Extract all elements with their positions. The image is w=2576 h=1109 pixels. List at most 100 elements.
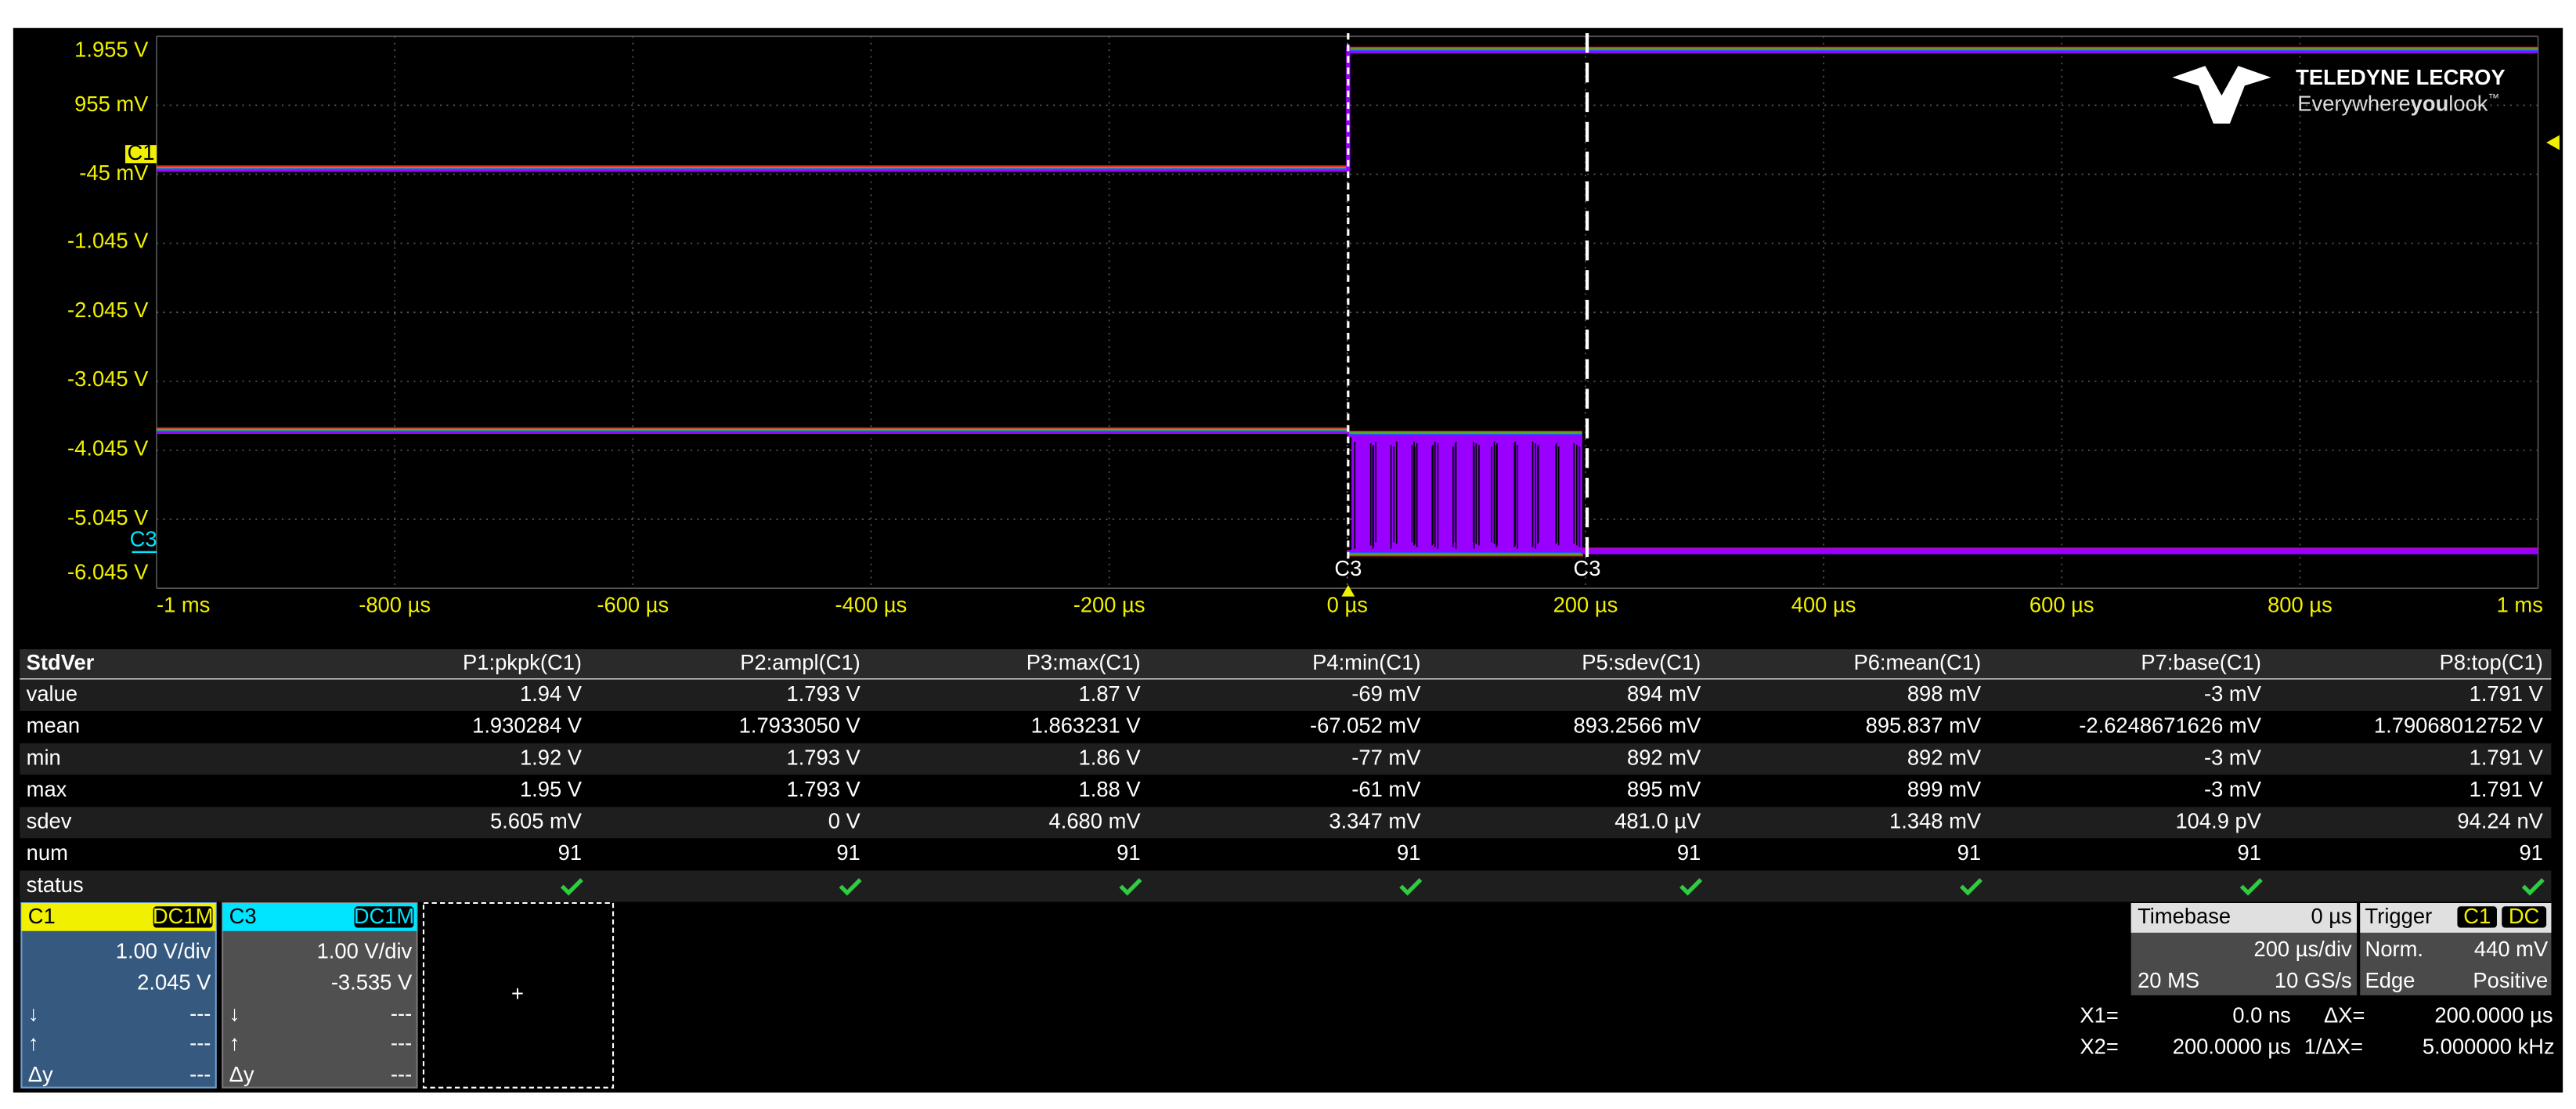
table-header: P8:top(C1) — [2440, 650, 2543, 674]
y-axis-label: -3.045 V — [67, 367, 149, 391]
cursor-readout-value: 5.000000 kHz — [2423, 1034, 2555, 1058]
table-cell: -3 mV — [2204, 777, 2262, 801]
table-cell: -2.6248671626 mV — [2079, 713, 2261, 738]
channel-name: C3 — [229, 904, 257, 928]
y-axis-label: -45 mV — [79, 161, 149, 185]
trigger-slope: Positive — [2473, 968, 2548, 992]
x-axis-label: -600 µs — [597, 592, 669, 616]
x-axis-label: -800 µs — [359, 592, 431, 616]
cursor-label: C3 — [1334, 556, 1362, 580]
c1-marker-box — [124, 145, 157, 164]
table-header: P7:base(C1) — [2141, 650, 2261, 674]
channel-coupling: DC1M — [354, 904, 415, 928]
channel-coupling: DC1M — [153, 904, 214, 928]
x-axis-label: 200 µs — [1553, 592, 1618, 616]
channel-offset: 2.045 V — [137, 970, 211, 994]
cursor-readout-label: ΔX= — [2324, 1002, 2365, 1027]
x-axis-label: -400 µs — [835, 592, 907, 616]
channel-name: C1 — [28, 904, 56, 928]
table-cell: 1.92 V — [520, 745, 583, 769]
logo-tagline-part: look — [2448, 92, 2488, 116]
table-cell: -61 mV — [1351, 777, 1421, 801]
table-row-bg — [20, 838, 2552, 870]
channel-param-value: --- — [391, 1001, 412, 1025]
table-cell: 1.95 V — [520, 777, 583, 801]
table-cell: 1.863231 V — [1031, 713, 1142, 738]
channel-param-value: --- — [391, 1062, 412, 1086]
trigger-position-marker — [1341, 584, 1355, 597]
y-axis-label: 955 mV — [74, 92, 149, 116]
channel-box[interactable] — [20, 901, 217, 1089]
logo-tagline-part: ™ — [2488, 92, 2499, 105]
table-header: P5:sdev(C1) — [1582, 650, 1701, 674]
trigger-source: C1 — [2463, 904, 2491, 928]
cursor-readout-label: X1= — [2080, 1002, 2118, 1027]
cursor-readout-value: 200.0000 µs — [2173, 1034, 2291, 1058]
table-cell: 1.791 V — [2470, 681, 2544, 706]
cursor-readout-label: 1/ΔX= — [2304, 1034, 2363, 1058]
x-axis-label: 0 µs — [1327, 592, 1368, 616]
table-cell: 1.86 V — [1079, 745, 1142, 769]
table-row-bg — [20, 807, 2552, 839]
x-axis-label: -1 ms — [157, 592, 210, 616]
x-axis-label: 1 ms — [2497, 592, 2543, 616]
table-row-label: mean — [27, 713, 80, 738]
table-cell: 1.791 V — [2470, 777, 2544, 801]
table-cell: 0 V — [828, 809, 861, 833]
logo-tagline-part: you — [2411, 92, 2449, 116]
table-cell: 91 — [1397, 840, 1420, 865]
table-cell: 91 — [836, 840, 860, 865]
table-cell: 1.791 V — [2470, 745, 2544, 769]
trigger-type: Edge — [2365, 968, 2415, 992]
table-header: P1:pkpk(C1) — [463, 650, 582, 674]
table-cell: 1.348 mV — [1889, 809, 1982, 833]
channel-box[interactable] — [222, 901, 418, 1089]
channel-param-value: --- — [189, 1001, 211, 1025]
table-cell: 893.2566 mV — [1574, 713, 1701, 738]
channel-param-value: --- — [391, 1031, 412, 1055]
table-cell: 1.793 V — [786, 777, 860, 801]
status-check — [560, 878, 583, 896]
table-cell: 481.0 µV — [1615, 809, 1701, 833]
trigger-level-marker — [2546, 135, 2560, 150]
table-cell: 1.793 V — [786, 681, 860, 706]
y-axis-label: -6.045 V — [67, 559, 149, 583]
timebase-header — [2130, 902, 2358, 933]
cursor-label: C3 — [1574, 556, 1601, 580]
channel-param-value: --- — [189, 1031, 211, 1055]
add-channel-box[interactable] — [422, 901, 615, 1089]
table-cell: 895 mV — [1627, 777, 1701, 801]
table-cell: 4.680 mV — [1049, 809, 1142, 833]
table-row-label: value — [27, 681, 78, 706]
table-cell: 1.793 V — [786, 745, 860, 769]
timebase-memory: 20 MS — [2138, 968, 2199, 992]
add-channel-button: + — [511, 981, 524, 1006]
trace-c3 — [156, 432, 1582, 438]
x-axis-label: -200 µs — [1073, 592, 1145, 616]
table-cell: -3 mV — [2204, 745, 2262, 769]
table-row-bg — [20, 711, 2552, 743]
channel-scale: 1.00 V/div — [116, 938, 211, 963]
channel-param-label: ↓ — [229, 1001, 240, 1025]
y-axis-label: -1.045 V — [67, 229, 149, 253]
x-axis-label: 400 µs — [1791, 592, 1856, 616]
table-cell: 94.24 nV — [2457, 809, 2543, 833]
table-row-label: min — [27, 745, 61, 769]
table-cell: 91 — [2519, 840, 2542, 865]
table-cell: -69 mV — [1351, 681, 1421, 706]
channel-scale: 1.00 V/div — [317, 938, 413, 963]
c1-marker: C1 — [127, 140, 154, 164]
table-header: P6:mean(C1) — [1853, 650, 1981, 674]
table-row-bg — [20, 775, 2552, 807]
table-title: StdVer — [27, 650, 95, 674]
table-cell: -67.052 mV — [1310, 713, 1421, 738]
x-axis-label: 800 µs — [2268, 592, 2332, 616]
table-header: P2:ampl(C1) — [740, 650, 860, 674]
status-check — [2521, 878, 2545, 896]
status-check — [1679, 878, 1703, 896]
table-row-bg — [20, 679, 2552, 711]
table-cell: 91 — [1677, 840, 1701, 865]
trigger-mode: Norm. — [2365, 937, 2423, 961]
status-check — [2239, 878, 2263, 896]
